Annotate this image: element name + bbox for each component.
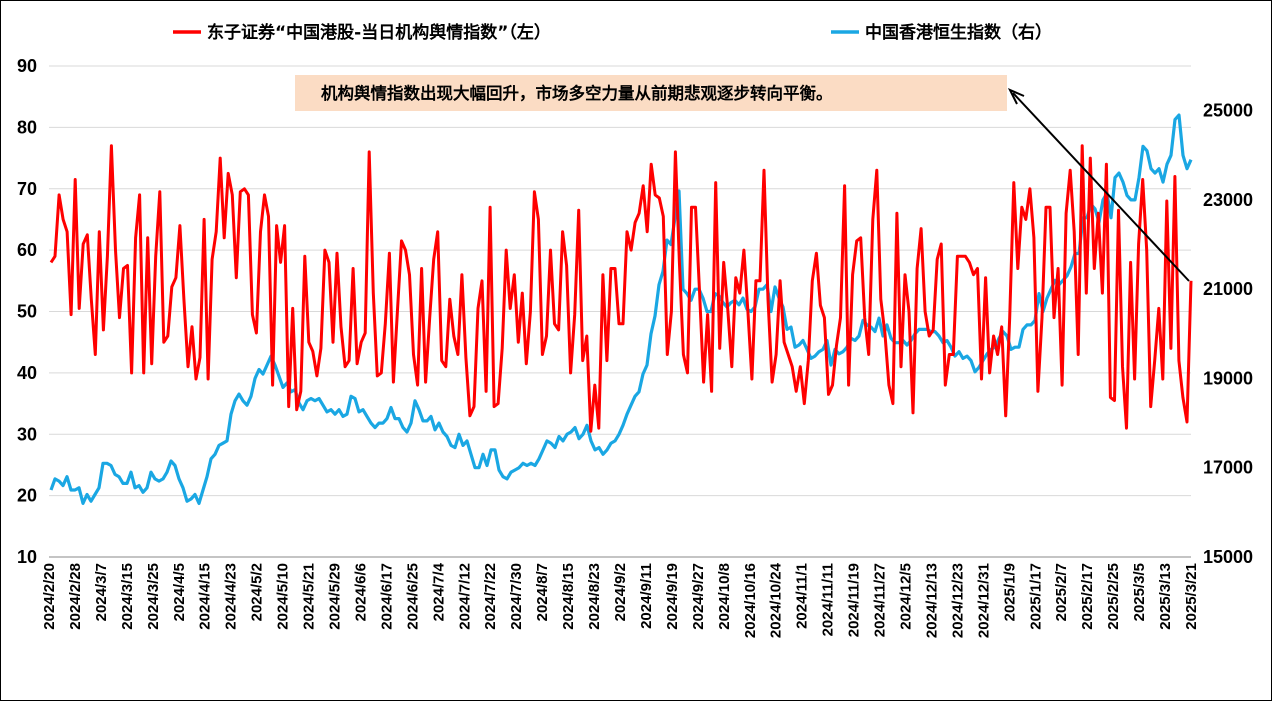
right-tick-label: 19000 xyxy=(1203,368,1253,388)
left-tick-label: 30 xyxy=(17,424,37,444)
x-tick-label: 2024/5/29 xyxy=(327,563,344,630)
x-tick-label: 2024/5/2 xyxy=(249,563,266,621)
right-tick-label: 21000 xyxy=(1203,279,1253,299)
x-tick-label: 2024/7/22 xyxy=(482,563,499,630)
x-tick-label: 2025/2/7 xyxy=(1053,563,1070,621)
x-tick-label: 2025/2/17 xyxy=(1079,563,1096,630)
x-tick-label: 2024/8/15 xyxy=(560,563,577,630)
annotation: 机构舆情指数出现大幅回升，市场多空力量从前期悲观逐步转向平衡。 xyxy=(295,75,1190,282)
x-tick-label: 2024/6/6 xyxy=(352,563,369,621)
x-tick-label: 2024/11/11 xyxy=(820,563,837,636)
left-tick-label: 70 xyxy=(17,179,37,199)
x-tick-label: 2024/2/20 xyxy=(41,563,58,630)
x-tick-label: 2024/6/17 xyxy=(378,563,395,630)
x-tick-label: 2024/5/10 xyxy=(275,563,292,630)
x-tick-label: 2024/10/8 xyxy=(716,563,733,630)
left-tick-label: 10 xyxy=(17,547,37,567)
legend-left-label: 东子证券“中国港股-当日机构舆情指数”（左） xyxy=(207,22,551,43)
x-tick-label: 2025/1/9 xyxy=(1001,563,1018,621)
x-tick-label: 2024/3/15 xyxy=(119,563,136,630)
x-tick-label: 2024/7/4 xyxy=(430,562,447,621)
x-tick-label: 2025/3/5 xyxy=(1131,563,1148,621)
x-tick-label: 2024/9/11 xyxy=(638,563,655,629)
x-tick-label: 2025/2/25 xyxy=(1105,563,1122,630)
annotation-arrow-line xyxy=(1012,92,1190,282)
right-tick-label: 17000 xyxy=(1203,458,1253,478)
x-tick-label: 2024/3/7 xyxy=(93,563,110,621)
legend: 东子证券“中国港股-当日机构舆情指数”（左） 中国香港恒生指数（右） xyxy=(173,22,1052,43)
x-tick-label: 2024/3/25 xyxy=(145,563,162,630)
right-tick-label: 23000 xyxy=(1203,190,1253,210)
annotation-text: 机构舆情指数出现大幅回升，市场多空力量从前期悲观逐步转向平衡。 xyxy=(321,83,833,103)
gridlines xyxy=(49,65,1191,558)
right-tick-label: 25000 xyxy=(1203,101,1253,121)
x-tick-label: 2024/5/21 xyxy=(301,563,318,630)
x-tick-label: 2024/9/27 xyxy=(690,563,707,630)
x-tick-label: 2024/10/16 xyxy=(742,563,759,638)
series-line-sentiment-index xyxy=(49,144,1193,433)
x-tick-label: 2024/10/24 xyxy=(768,562,785,638)
x-tick-label: 2024/12/13 xyxy=(923,563,940,638)
left-tick-label: 90 xyxy=(17,56,37,76)
x-tick-label: 2024/11/27 xyxy=(872,563,889,637)
x-tick-label: 2024/4/15 xyxy=(197,563,214,630)
right-axis: 15000 17000 19000 21000 23000 25000 xyxy=(1203,101,1253,567)
x-tick-label: 2024/8/23 xyxy=(586,563,603,630)
right-tick-label: 15000 xyxy=(1203,547,1253,567)
x-tick-label: 2025/1/17 xyxy=(1027,563,1044,630)
annotation-box xyxy=(295,75,1007,111)
left-tick-label: 60 xyxy=(17,240,37,260)
left-tick-label: 20 xyxy=(17,486,37,506)
x-axis: 2024/2/20 2024/2/28 2024/3/7 2024/3/15 2024/… xyxy=(41,562,1200,638)
legend-right-label: 中国香港恒生指数（右） xyxy=(865,22,1052,43)
x-tick-label: 2025/3/13 xyxy=(1157,563,1174,630)
x-tick-label: 2024/12/31 xyxy=(975,563,992,638)
left-axis: 10 20 30 40 50 60 70 80 90 xyxy=(17,56,37,567)
x-tick-label: 2024/7/12 xyxy=(456,563,473,630)
x-tick-label: 2025/3/21 xyxy=(1183,563,1200,630)
x-tick-label: 2024/11/1 xyxy=(794,563,811,629)
x-tick-label: 2024/11/19 xyxy=(846,563,863,637)
left-tick-label: 40 xyxy=(17,363,37,383)
x-tick-label: 2024/7/30 xyxy=(508,563,525,630)
x-tick-label: 2024/9/2 xyxy=(612,563,629,621)
x-tick-label: 2024/8/7 xyxy=(534,563,551,621)
x-tick-label: 2024/9/19 xyxy=(664,563,681,630)
left-tick-label: 50 xyxy=(17,302,37,322)
x-tick-label: 2024/4/23 xyxy=(223,563,240,630)
x-tick-label: 2024/2/28 xyxy=(67,563,84,630)
x-tick-label: 2024/6/25 xyxy=(404,563,421,630)
left-tick-label: 80 xyxy=(17,117,37,137)
plot-area xyxy=(49,113,1193,505)
x-tick-label: 2024/4/5 xyxy=(171,563,188,621)
x-tick-label: 2024/12/23 xyxy=(949,563,966,638)
annotation-arrow-head xyxy=(1007,88,1025,105)
x-tick-label: 2024/12/5 xyxy=(898,563,915,630)
